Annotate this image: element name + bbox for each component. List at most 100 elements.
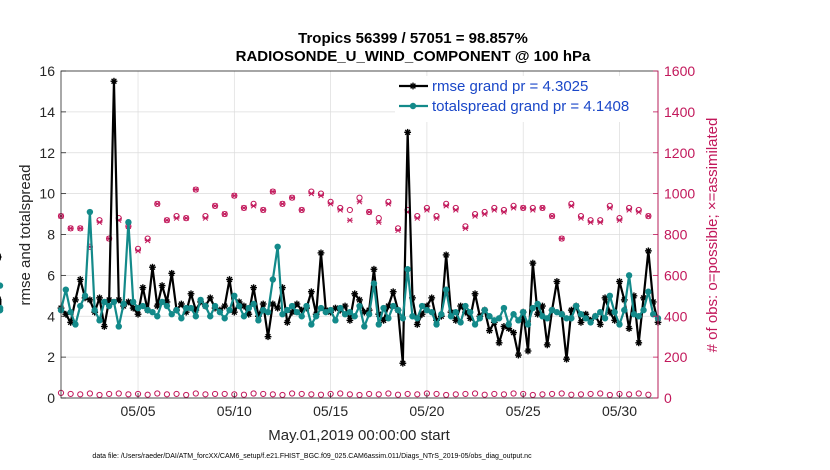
rmse-point [274, 304, 282, 312]
marker-core [300, 308, 304, 312]
obs-possible-point [606, 391, 613, 399]
totalspread-point [0, 282, 4, 289]
marker-core [0, 298, 2, 302]
marker-core [382, 318, 386, 322]
obs-possible-point [443, 391, 450, 399]
x-tick-label: 05/10 [217, 403, 252, 419]
totalspread-point [616, 321, 623, 328]
totalspread-point [235, 302, 243, 310]
x-axis-label: May.01,2019 00:00:00 start [268, 427, 450, 444]
totalspread-point [139, 302, 147, 310]
marker-core [64, 312, 68, 316]
obs-possible-point [288, 390, 296, 397]
marker-core [78, 277, 82, 281]
marker-core [309, 290, 313, 294]
obs-possible-point [356, 194, 363, 201]
totalspread-point [370, 280, 378, 287]
rmse-point [389, 288, 397, 296]
marker-core [112, 79, 116, 83]
obs-assimilated-point [318, 192, 324, 199]
obs-assimilated-point [481, 211, 488, 217]
totalspread-point [86, 208, 94, 216]
totalspread-point [187, 304, 195, 312]
obs-assimilated-point [414, 215, 421, 221]
rmse-point [86, 296, 94, 304]
totalspread-point [505, 321, 512, 328]
totalspread-point [447, 313, 455, 320]
totalspread-point [312, 313, 320, 320]
obs-assimilated-point [375, 219, 382, 225]
obs-assimilated-point [327, 201, 334, 207]
marker-core [208, 296, 212, 300]
rmse-point [264, 333, 272, 341]
rmse-point [413, 321, 421, 328]
marker-core [411, 84, 415, 88]
rmse-point [524, 347, 532, 355]
marker-core [227, 277, 232, 281]
rmse-point [452, 316, 460, 324]
obs-possible-point [346, 391, 353, 398]
rmse-point [158, 282, 166, 289]
marker-core [285, 320, 289, 324]
obs-possible-point [260, 390, 267, 398]
rmse-point [72, 296, 79, 304]
marker-core [420, 312, 424, 316]
totalspread-point [154, 313, 161, 320]
obs-assimilated-point [529, 207, 536, 213]
marker-core [160, 284, 164, 288]
totalspread-point [207, 313, 214, 320]
totalspread-point [548, 306, 556, 314]
right-y-tick-label: 600 [664, 267, 688, 283]
totalspread-point [298, 313, 305, 320]
obs-assimilated-point [154, 201, 161, 207]
rmse-point [269, 300, 277, 308]
obs-possible-point [125, 391, 132, 398]
totalspread-point [332, 317, 339, 324]
marker-core [459, 304, 463, 308]
rmse-point [129, 304, 137, 312]
marker-core [266, 335, 270, 339]
totalspread-point [322, 308, 329, 316]
obs-assimilated-point [616, 217, 623, 223]
totalspread-point [255, 317, 262, 324]
obs-possible-point [211, 390, 219, 398]
marker-core [473, 292, 477, 296]
obs-assimilated-point [269, 188, 276, 195]
obs-possible-point [597, 390, 604, 397]
totalspread-point [539, 313, 546, 320]
marker-core [372, 267, 376, 271]
obs-possible-point [308, 391, 315, 398]
obs-possible-point [491, 390, 498, 398]
totalspread-point [72, 321, 79, 328]
y-tick-label: 14 [39, 104, 55, 120]
totalspread-point [394, 306, 402, 314]
legend-label: totalspread grand pr = 4.1408 [432, 98, 629, 115]
marker-core [425, 304, 429, 308]
obs-assimilated-point [395, 227, 401, 234]
obs-possible-point [635, 390, 642, 397]
totalspread-point [77, 302, 84, 310]
totalspread-point [467, 308, 474, 316]
totalspread-point [144, 306, 151, 314]
marker-core [536, 312, 540, 316]
totalspread-point [293, 308, 301, 316]
totalspread-point [182, 304, 190, 312]
obs-assimilated-point [135, 248, 141, 254]
footnote-data-file: data file: /Users/raeder/DAI/ATM_forcXX/… [92, 453, 532, 460]
obs-assimilated-point [241, 205, 247, 211]
totalspread-point [260, 306, 267, 314]
obs-assimilated-point [433, 215, 440, 221]
rmse-point [596, 321, 604, 328]
rmse-point [0, 296, 2, 304]
marker-core [276, 306, 280, 310]
rmse-point [139, 284, 147, 292]
totalspread-point [96, 317, 103, 324]
totalspread-point [115, 323, 122, 330]
marker-core [497, 341, 501, 345]
totalspread-point [0, 306, 4, 314]
totalspread-point [91, 306, 98, 314]
rmse-point [495, 339, 503, 347]
rmse-point [346, 316, 354, 324]
right-y-tick-label: 0 [664, 390, 672, 406]
obs-assimilated-point [366, 209, 373, 215]
